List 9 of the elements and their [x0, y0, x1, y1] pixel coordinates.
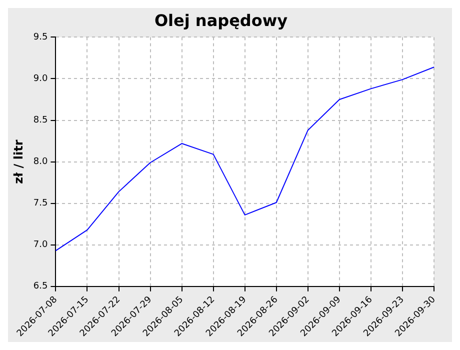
chart-title: Olej napędowy — [154, 10, 288, 30]
y-tick-label: 9.0 — [33, 74, 48, 84]
y-tick-label: 8.5 — [33, 116, 48, 126]
y-tick-label: 6.5 — [33, 282, 48, 292]
y-tick-label: 7.5 — [33, 198, 48, 209]
y-axis-title: zł / litr — [11, 140, 26, 184]
y-tick-label: 7.0 — [33, 240, 48, 250]
y-tick-label: 9.5 — [33, 32, 48, 43]
y-tick-label: 8.0 — [33, 157, 48, 168]
